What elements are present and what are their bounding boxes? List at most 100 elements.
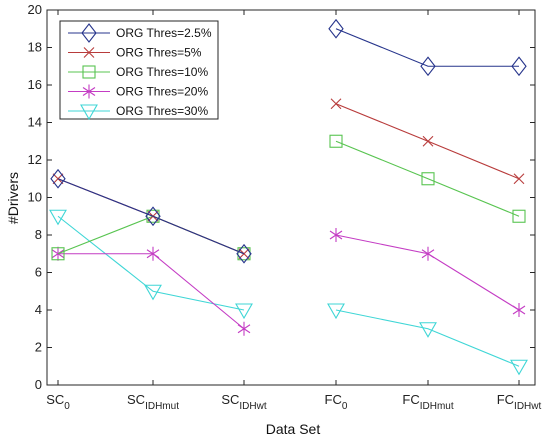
legend-box [59, 20, 219, 120]
legend-entry: ORG Thres=2.5% [68, 23, 212, 43]
diamond-marker [420, 56, 436, 77]
diamond-marker [328, 18, 344, 39]
asterisk-marker [329, 228, 343, 242]
x-tick-label: SCIDHwt [221, 392, 267, 412]
data-point [82, 84, 96, 99]
legend-label: ORG Thres=2.5% [116, 26, 212, 40]
x-marker [83, 47, 95, 58]
asterisk-marker [512, 303, 526, 317]
asterisk-marker [146, 246, 160, 261]
asterisk-marker [82, 84, 96, 99]
square-marker [51, 247, 65, 261]
data-point [512, 209, 526, 223]
y-tick-label: 6 [35, 265, 42, 280]
triangle-marker [144, 284, 162, 301]
legend-label: ORG Thres=30% [116, 104, 208, 118]
data-point [512, 303, 526, 317]
series-line [335, 140, 520, 217]
data-point [421, 246, 435, 261]
data-point [422, 135, 434, 147]
x-tick-label: FCIDHmut [402, 392, 453, 412]
x-tick-label: SCIDHmut [127, 392, 179, 412]
data-point [327, 303, 345, 320]
data-point [235, 303, 253, 320]
data-point [80, 104, 98, 121]
triangle-marker [235, 303, 253, 320]
legend-label: ORG Thres=5% [116, 46, 202, 60]
y-tick-label: 4 [35, 302, 42, 317]
series-line [335, 28, 519, 67]
data-point [511, 56, 527, 77]
data-point [51, 247, 65, 261]
y-tick-label: 16 [28, 77, 42, 92]
y-tick-label: 10 [28, 190, 42, 205]
diamond-marker [81, 23, 97, 43]
data-point [420, 56, 436, 77]
data-point [328, 18, 344, 39]
diamond-marker [236, 243, 252, 264]
square-marker [512, 209, 526, 223]
y-axis-label: #Drivers [5, 172, 21, 224]
square-marker [421, 172, 435, 186]
data-point [510, 359, 528, 376]
legend-entry: ORG Thres=10% [68, 65, 208, 79]
triangle-marker [419, 322, 437, 338]
data-point [83, 47, 95, 58]
y-tick-label: 0 [35, 377, 42, 392]
y-tick-label: 20 [28, 2, 42, 17]
legend: ORG Thres=2.5% ORG Thres=5% ORG Thres=10% O… [59, 20, 219, 121]
y-tick-label: 12 [28, 152, 42, 167]
y-tick-label: 8 [35, 227, 42, 242]
y-tick-label: 14 [28, 115, 42, 130]
square-marker [329, 134, 343, 148]
x-tick-label: FCIDHwt [497, 392, 542, 412]
series-line [57, 178, 245, 255]
diamond-marker [145, 206, 161, 227]
diamond-marker [511, 56, 527, 77]
x-marker [513, 173, 525, 185]
data-point [237, 247, 251, 261]
triangle-marker [510, 359, 528, 376]
diamond-marker [50, 168, 66, 189]
legend-entry: ORG Thres=20% [68, 84, 208, 99]
x-marker [422, 135, 434, 147]
data-point [330, 98, 342, 110]
square-marker [237, 247, 251, 261]
data-point [82, 65, 96, 79]
data-point [421, 172, 435, 186]
square-marker [82, 65, 96, 79]
legend-entry: ORG Thres=5% [68, 46, 202, 60]
triangle-marker [80, 104, 98, 121]
triangle-marker [327, 303, 345, 320]
x-marker [330, 98, 342, 110]
asterisk-marker [421, 246, 435, 261]
square-marker [146, 209, 160, 223]
triangle-marker [49, 209, 67, 226]
plot-area: 0 2 4 6 8 10 12 14 16 18 20 SC0 SCIDHmut SCIDHwt FC0 FC… [28, 2, 542, 412]
data-point [50, 168, 66, 189]
legend-label: ORG Thres=10% [116, 65, 208, 79]
data-point [81, 23, 97, 43]
y-tick-label: 2 [35, 340, 42, 355]
legend-entry: ORG Thres=30% [68, 104, 208, 121]
data-point [236, 243, 252, 264]
legend-label: ORG Thres=20% [116, 85, 208, 99]
data-point [419, 322, 437, 338]
series-line [335, 309, 520, 367]
data-point [513, 173, 525, 185]
data-point [237, 321, 251, 336]
asterisk-marker [237, 321, 251, 336]
y-tick-label: 18 [28, 40, 42, 55]
data-point [145, 206, 161, 227]
x-tick-label: SC0 [46, 392, 70, 412]
data-point [146, 209, 160, 223]
data-point [146, 246, 160, 261]
series-org-thres-2-5- [50, 18, 527, 264]
x-axis-label: Data Set [266, 421, 321, 437]
x-tick-label: FC0 [325, 392, 348, 412]
data-point [329, 134, 343, 148]
data-point [49, 209, 67, 226]
data-point [329, 228, 343, 242]
data-point [144, 284, 162, 301]
